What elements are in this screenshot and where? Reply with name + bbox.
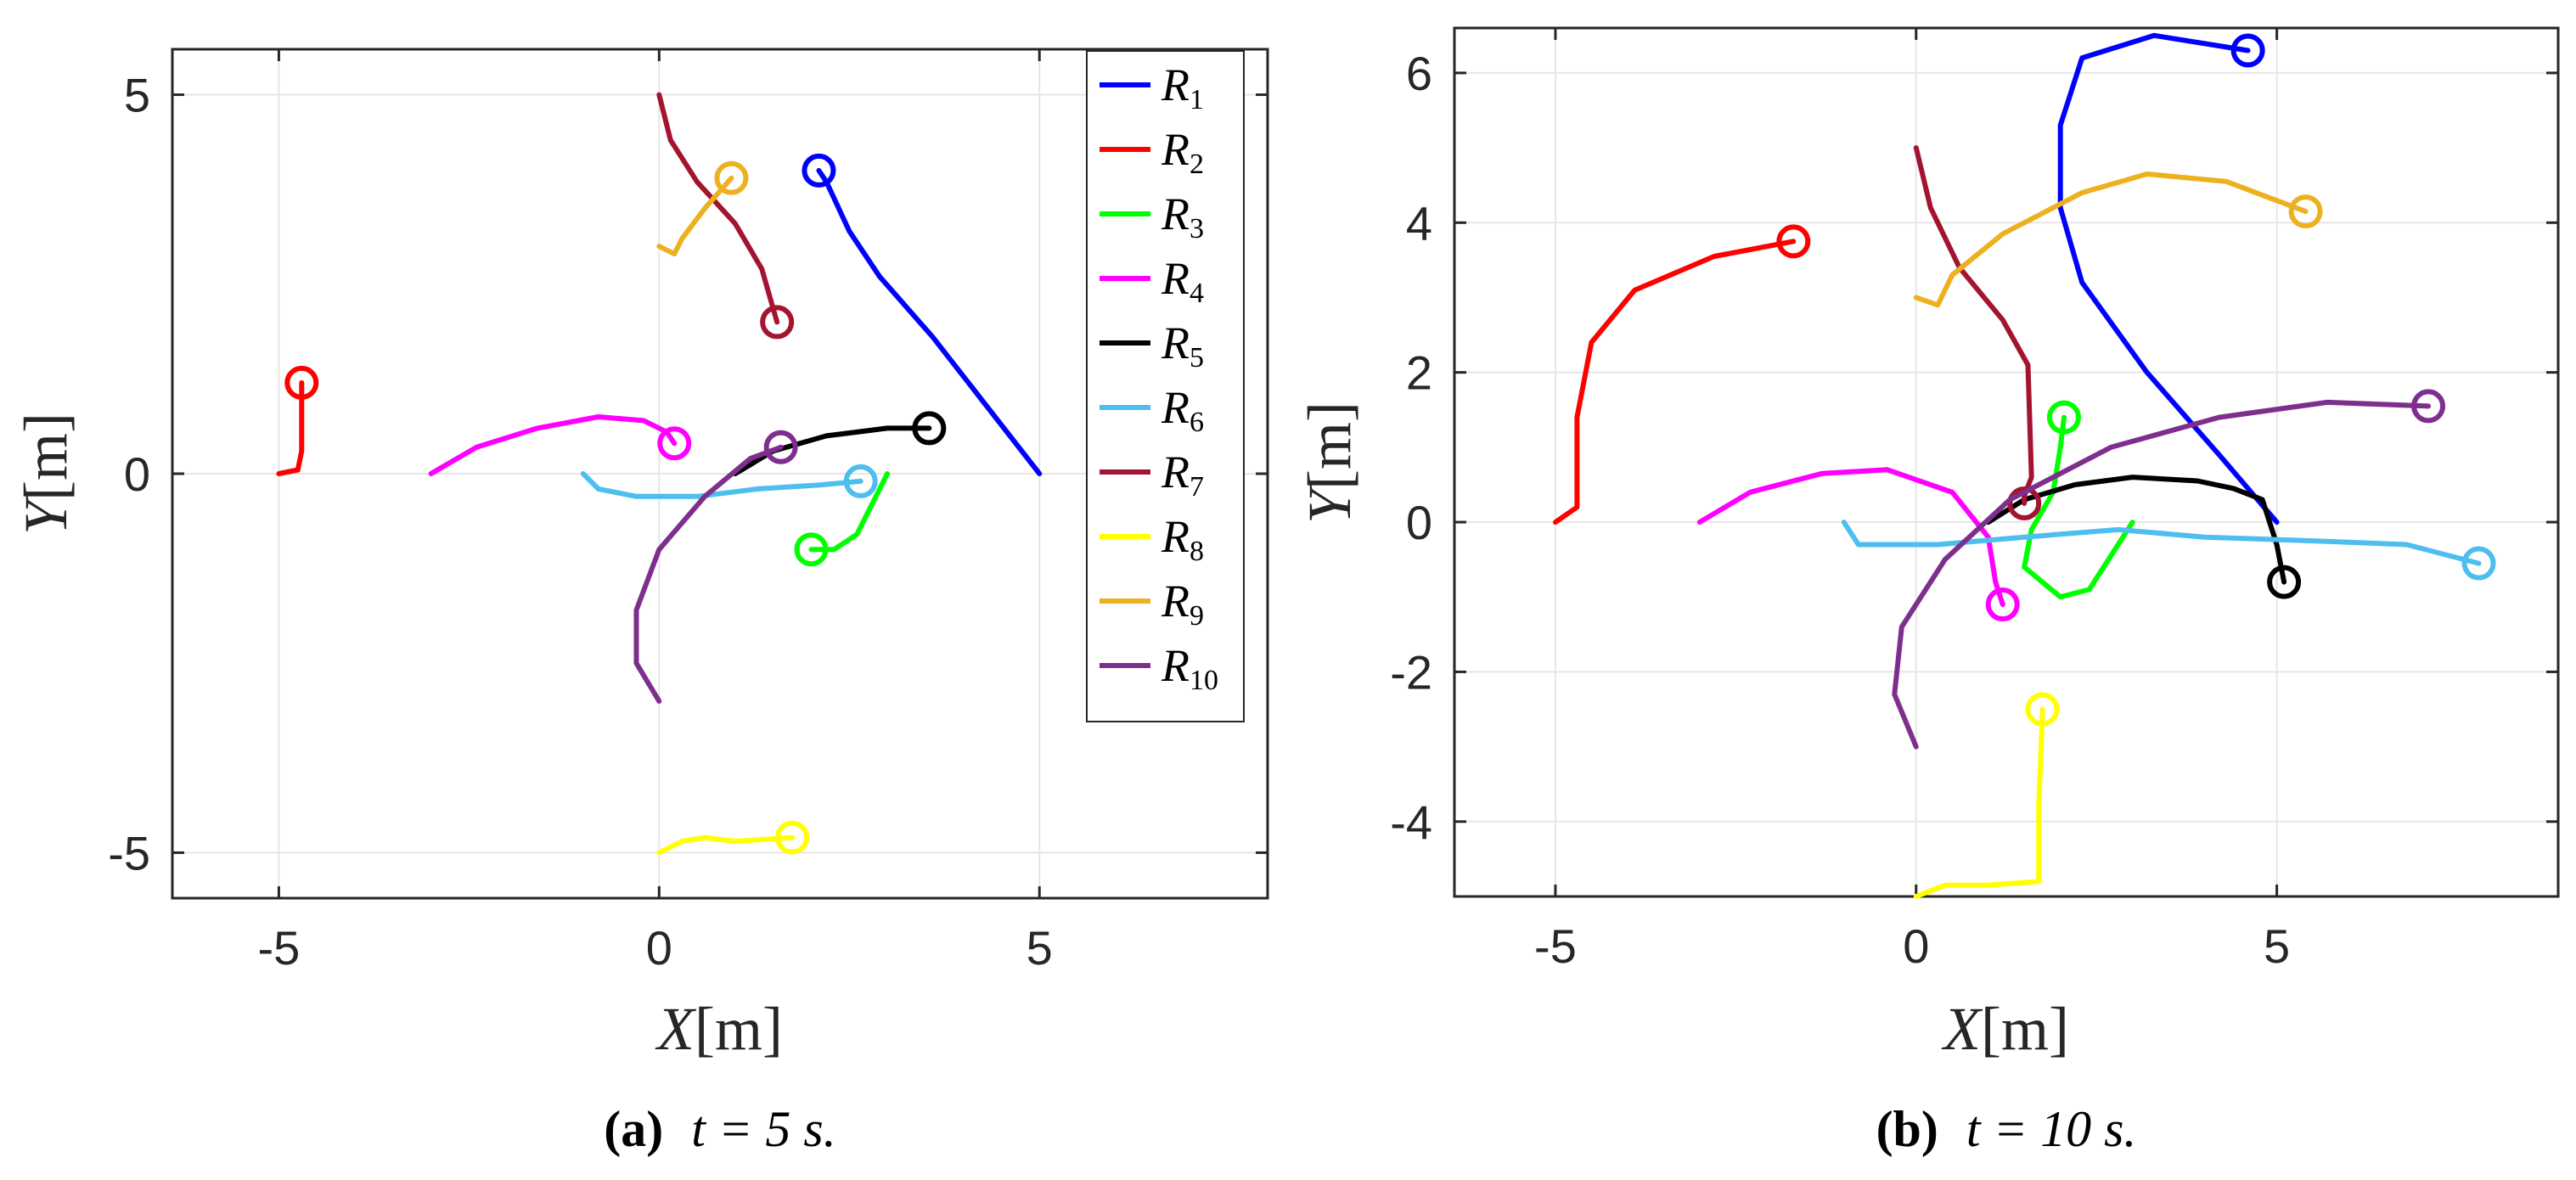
- panel-b-xlabel: X[m]: [1941, 995, 2069, 1063]
- legend-label-r2: R2: [1161, 124, 1204, 180]
- panel-a-marker-r4: [657, 426, 692, 461]
- panel-a-caption-time: t = 5 s.: [691, 1101, 836, 1157]
- panel-b-caption-time: t = 10 s.: [1966, 1101, 2137, 1157]
- panel-b-axes-box: [1453, 26, 2560, 898]
- panel-b-series-r3: [2022, 414, 2135, 600]
- panel-b-ytick-label: -4: [1390, 795, 1432, 849]
- panel-a-xlabel: X[m]: [655, 995, 783, 1063]
- legend-label-r3: R3: [1161, 188, 1204, 244]
- panel-b-ticks: -5 0 5 -4 -2 0 2 4 6: [1390, 28, 2558, 973]
- panel-b-ylabel: Y[m]: [1296, 402, 1364, 524]
- panel-b-xtick-label: 5: [2264, 919, 2290, 973]
- panel-b-caption: (b) t = 10 s.: [1876, 1101, 2137, 1157]
- panel-a-ylabel: Y[m]: [12, 413, 80, 535]
- panel-a-caption-letter: (a): [604, 1101, 663, 1157]
- panel-b-xtick-label: 0: [1903, 919, 1929, 973]
- legend: R1 R2 R3 R4 R5 R6 R7 R8 R9 R10: [1086, 50, 1245, 722]
- panel-a-series-r10: [633, 444, 784, 704]
- panel-a-marker-r5: [912, 411, 947, 446]
- legend-label-r6: R6: [1161, 382, 1204, 438]
- panel-b-marker-r4: [1985, 587, 2020, 622]
- legend-label-r9: R9: [1161, 576, 1204, 632]
- panel-b-marker-r2: [1776, 224, 1811, 259]
- panel-a-plot: -5 0 5 -5 0 5: [108, 48, 1269, 975]
- panel-b-marker-r10: [2411, 389, 2446, 424]
- legend-label-r5: R5: [1161, 317, 1204, 374]
- panel-a-series-r5: [732, 425, 932, 476]
- legend-label-r8: R8: [1161, 511, 1204, 567]
- panel-a-ytick-label: 0: [124, 447, 150, 501]
- panel-b-series-r2: [1553, 239, 1797, 525]
- panel-a-ytick-label: 5: [124, 69, 150, 122]
- panel-b-marker-r3: [2046, 400, 2081, 435]
- panel-b-marker-r8: [2025, 692, 2060, 727]
- panel-b-ytick-label: 2: [1406, 346, 1432, 400]
- panel-a-grid: [172, 49, 1268, 898]
- panel-a-series-r6: [580, 471, 863, 499]
- panel-a-marker-r8: [775, 820, 810, 855]
- panel-b-marker-r6: [2461, 546, 2496, 581]
- panel-b-ytick-label: -2: [1390, 645, 1432, 699]
- panel-b-marker-r1: [2230, 33, 2265, 68]
- panel-b-ytick-label: 6: [1406, 47, 1432, 100]
- panel-b-series-r9: [1913, 171, 2309, 308]
- panel-a-series: [276, 92, 1043, 856]
- legend-label-r7: R7: [1161, 447, 1204, 503]
- panel-b-series-r10: [1892, 399, 2432, 750]
- panel-a-xtick-label: -5: [258, 921, 301, 975]
- panel-a-marker-r1: [801, 153, 836, 188]
- panel-b-series-r5: [1985, 475, 2287, 585]
- panel-b-ytick-label: 4: [1406, 196, 1432, 250]
- panel-b-marker-r5: [2267, 565, 2302, 599]
- panel-b-marker-r7: [2007, 486, 2042, 521]
- panel-a-xtick-label: 0: [646, 921, 672, 975]
- panel-a-xtick-label: 5: [1026, 921, 1053, 975]
- legend-label-r1: R1: [1161, 59, 1204, 115]
- panel-a-ticks: -5 0 5 -5 0 5: [108, 49, 1268, 975]
- panel-b-series-r1: [2057, 32, 2280, 525]
- panel-b-grid: [1454, 28, 2558, 896]
- panel-a-series-r7: [656, 92, 780, 325]
- panel-a-marker-r6: [843, 464, 878, 498]
- legend-label-r10: R10: [1161, 640, 1218, 696]
- panel-a-marker-r7: [760, 305, 795, 340]
- panel-b-series-r8: [1913, 706, 2045, 899]
- panel-b-series: [1553, 32, 2496, 899]
- panel-a-series-r9: [656, 175, 734, 257]
- panel-a-marker-r9: [714, 160, 749, 195]
- panel-a-marker-r2: [284, 365, 319, 400]
- panel-b-plot: -5 0 5 -4 -2 0 2 4 6: [1390, 26, 2560, 973]
- panel-b-series-r4: [1696, 467, 2005, 608]
- panel-b-series-r6: [1841, 520, 2482, 566]
- panel-a-series-r8: [656, 834, 796, 856]
- legend-label-r4: R4: [1161, 253, 1204, 309]
- panel-a-ytick-label: -5: [108, 826, 150, 879]
- panel-a-marker-r3: [794, 532, 829, 567]
- panel-b-marker-r9: [2288, 194, 2323, 229]
- panel-a-marker-r10: [763, 430, 798, 464]
- panel-b-ytick-label: 0: [1406, 496, 1432, 549]
- panel-b-xtick-label: -5: [1534, 919, 1577, 973]
- legend-box: [1086, 50, 1245, 722]
- panel-a-caption: (a) t = 5 s.: [604, 1101, 835, 1157]
- panel-b-caption-letter: (b): [1876, 1101, 1938, 1157]
